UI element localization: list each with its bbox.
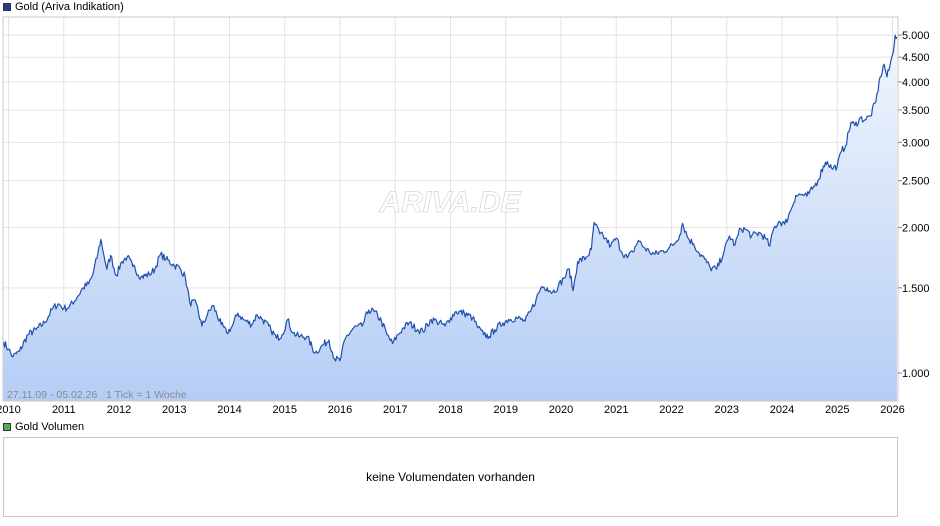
volume-legend-label: Gold Volumen	[15, 421, 85, 433]
price-legend: Gold (Ariva Indikation)	[3, 1, 124, 13]
y-tick-label: 4.500	[902, 52, 930, 64]
x-tick-label: 2023	[714, 404, 738, 416]
price-chart: ARIVA.DE 27.11.09 - 05.02.26 1 Tick = 1 …	[0, 16, 930, 416]
watermark: ARIVA.DE	[378, 186, 521, 219]
x-tick-label: 2010	[0, 404, 21, 416]
x-tick-label: 2016	[328, 404, 352, 416]
x-tick-label: 2019	[494, 404, 518, 416]
x-tick-label: 2021	[604, 404, 628, 416]
volume-empty-message: keine Volumendaten vorhanden	[366, 470, 535, 484]
y-tick-label: 1.500	[902, 283, 930, 295]
x-tick-label: 2024	[770, 404, 794, 416]
volume-panel: keine Volumendaten vorhanden	[3, 437, 898, 517]
y-tick-label: 3.500	[902, 105, 930, 117]
price-legend-swatch	[3, 3, 11, 11]
y-axis: 1.000 1.500 2.000 2.500 3.000 3.500 4.000 4.500…	[898, 30, 930, 380]
x-tick-label: 2011	[52, 404, 76, 416]
x-tick-label: 2020	[549, 404, 573, 416]
x-tick-label: 2026	[880, 404, 904, 416]
plot-frame	[2, 16, 899, 402]
price-line	[3, 34, 898, 362]
y-tick-label: 1.000	[902, 368, 930, 380]
range-info: 27.11.09 - 05.02.26 1 Tick = 1 Woche	[7, 389, 187, 401]
y-tick-label: 2.000	[902, 222, 930, 234]
y-tick-label: 5.000	[902, 30, 930, 42]
y-tick-label: 2.500	[902, 176, 930, 188]
x-tick-label: 2015	[273, 404, 297, 416]
x-axis: 2010 2011 2012 2013 2014 2015 2016 2017 2018 2019…	[0, 404, 905, 416]
x-tick-label: 2018	[438, 404, 462, 416]
x-tick-label: 2022	[659, 404, 683, 416]
price-legend-label: Gold (Ariva Indikation)	[15, 1, 124, 13]
volume-legend-swatch	[3, 423, 11, 431]
y-tick-label: 3.000	[902, 137, 930, 149]
x-tick-label: 2013	[162, 404, 186, 416]
y-tick-label: 4.000	[902, 77, 930, 89]
price-area	[3, 35, 897, 401]
x-tick-label: 2017	[383, 404, 407, 416]
x-tick-label: 2014	[217, 404, 241, 416]
x-tick-label: 2025	[825, 404, 849, 416]
volume-legend: Gold Volumen	[3, 421, 84, 433]
x-tick-label: 2012	[107, 404, 131, 416]
